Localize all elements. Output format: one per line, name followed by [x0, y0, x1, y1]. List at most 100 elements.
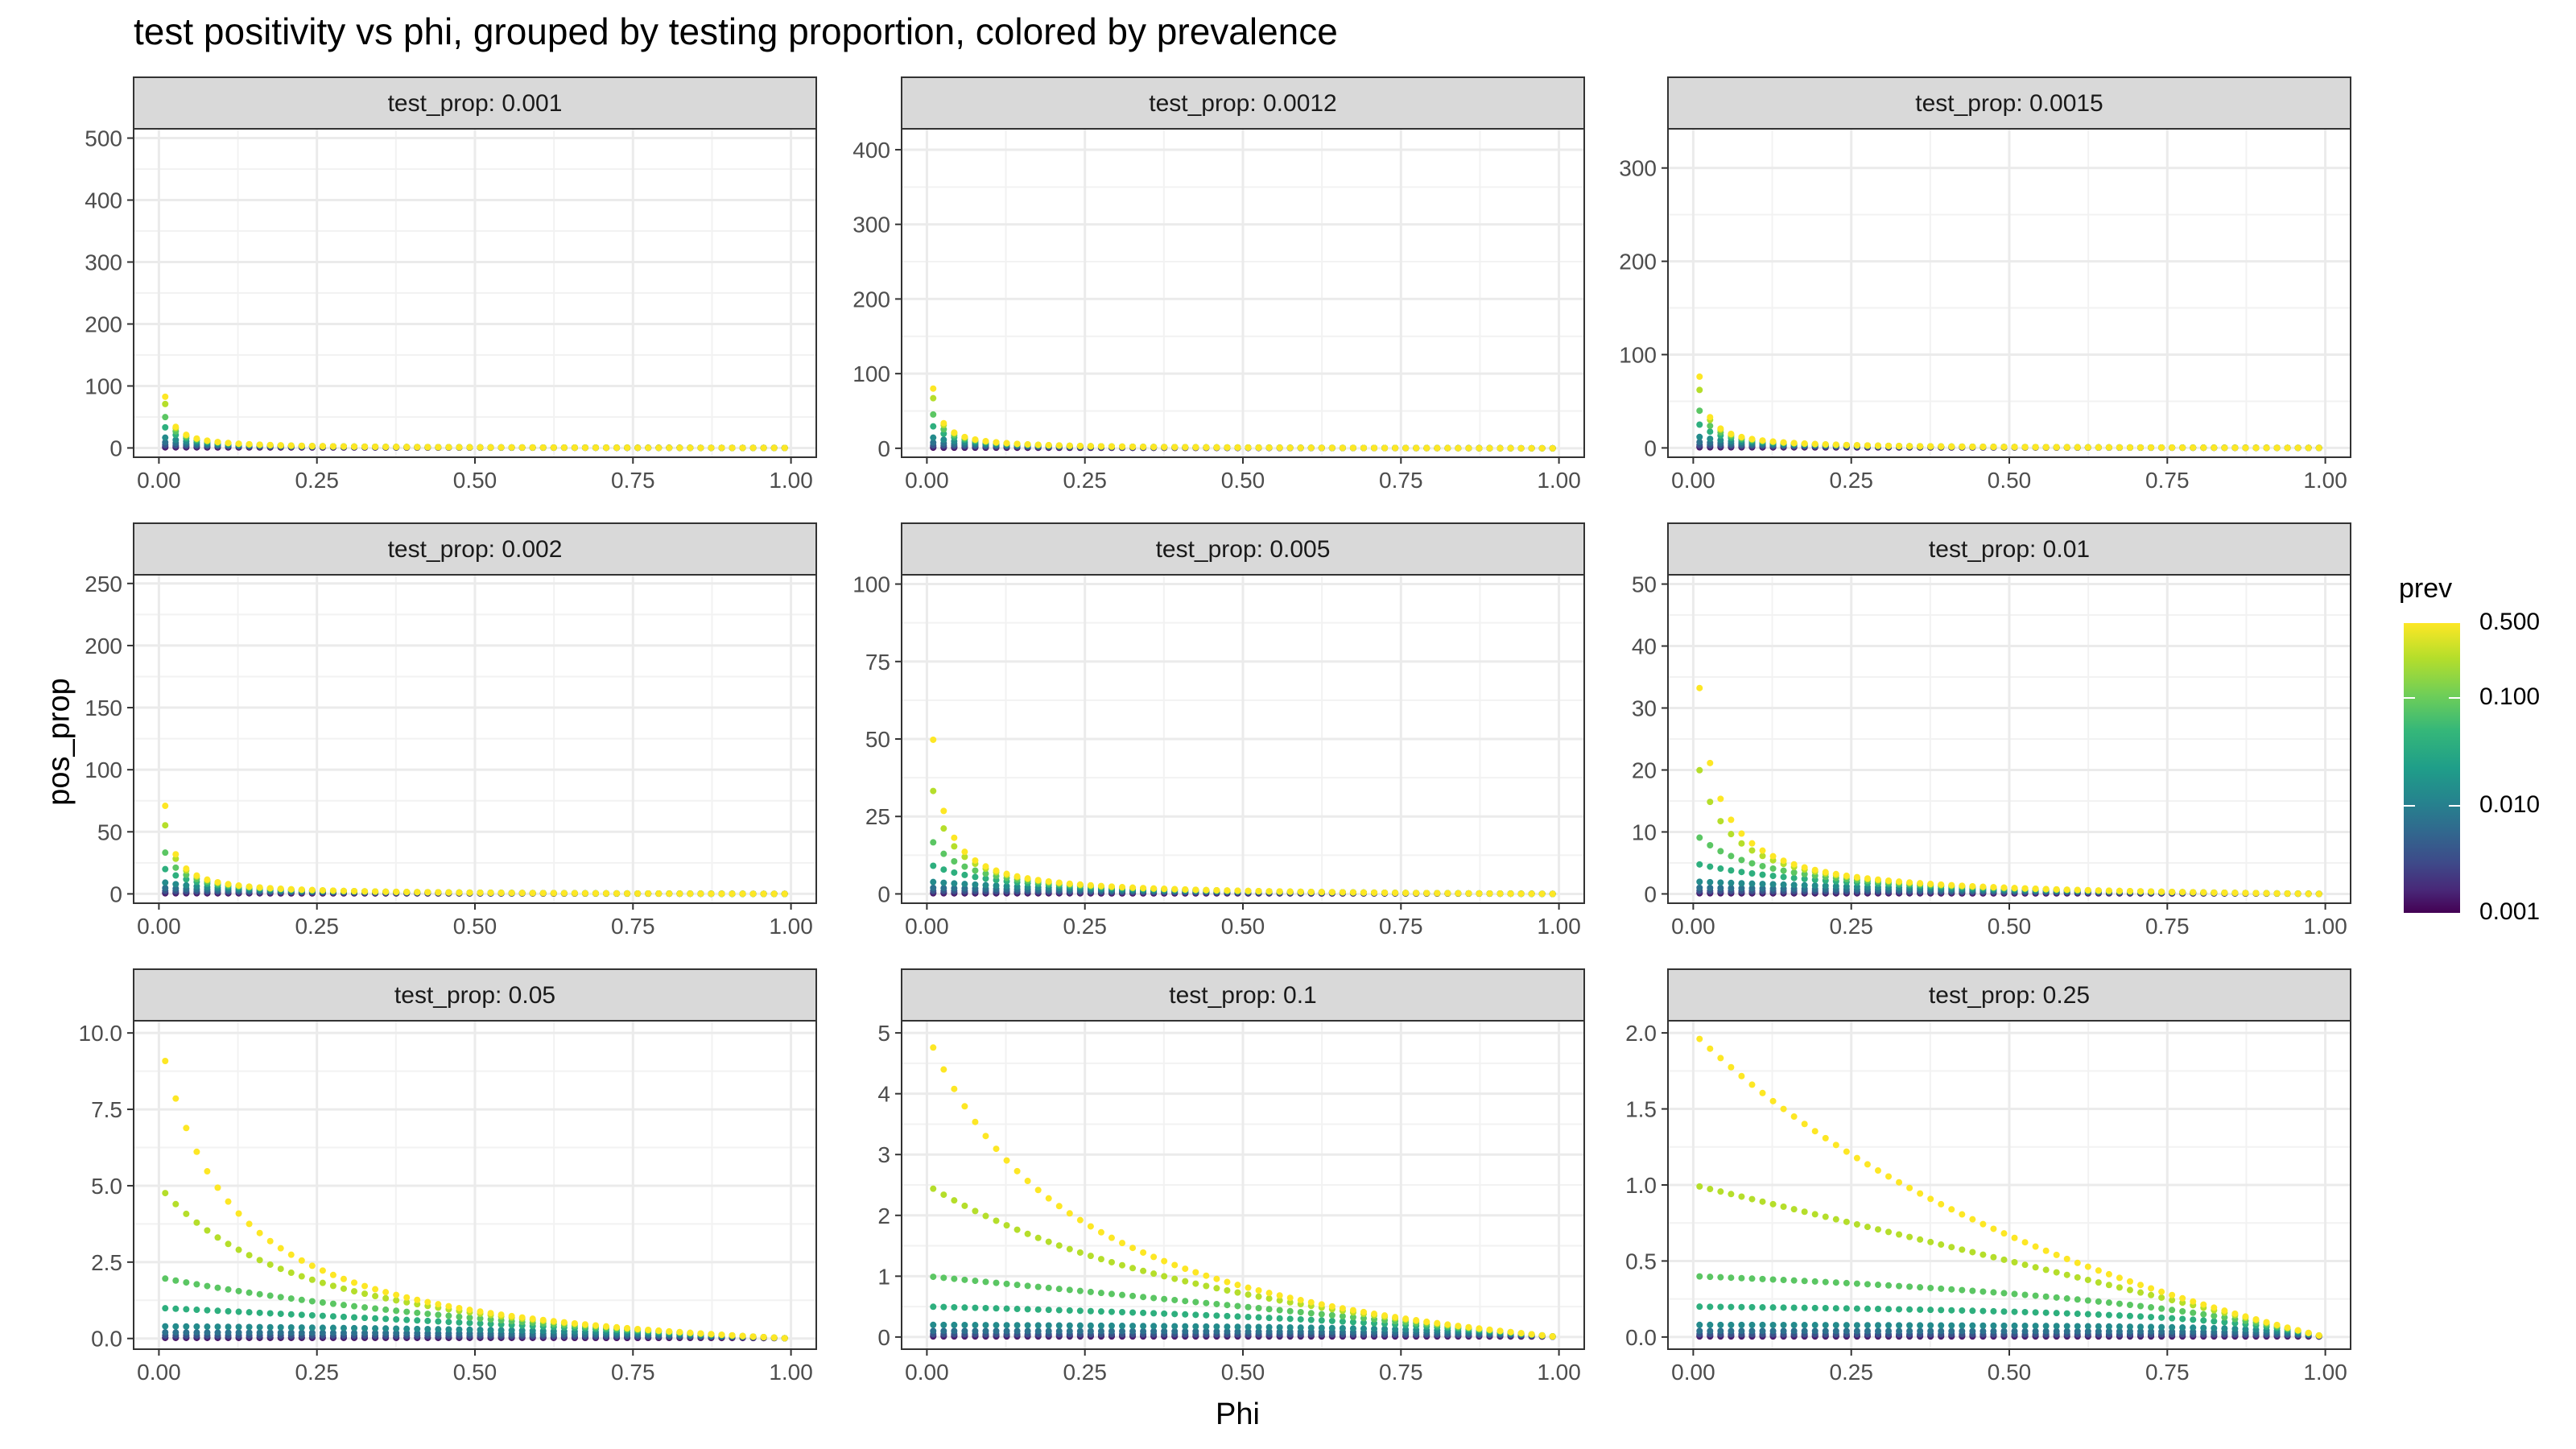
data-point [193, 1323, 200, 1330]
data-point [1003, 1280, 1010, 1287]
data-point [2252, 444, 2260, 452]
data-point [1927, 1327, 1934, 1335]
data-point [214, 878, 221, 886]
data-point [1444, 444, 1451, 452]
data-point [951, 1085, 958, 1092]
data-point [1003, 1327, 1010, 1335]
data-point [1748, 880, 1756, 887]
data-point [351, 1279, 358, 1286]
data-point [1307, 444, 1315, 452]
data-point [1707, 759, 1714, 766]
data-point [1371, 889, 1378, 896]
data-point [256, 1323, 263, 1331]
data-point [1265, 444, 1273, 452]
data-point [172, 851, 180, 858]
data-point [2084, 444, 2091, 451]
data-point [372, 1325, 379, 1332]
data-point [162, 1329, 169, 1336]
x-tick-label: 0.50 [453, 468, 497, 493]
data-point [1769, 865, 1777, 872]
data-point [1003, 1222, 1010, 1229]
data-point [1276, 1323, 1283, 1331]
data-point [940, 436, 947, 444]
data-point [1045, 442, 1052, 449]
data-point [1707, 841, 1714, 848]
data-point [1055, 1307, 1063, 1314]
data-point [770, 890, 778, 898]
data-point [319, 887, 326, 894]
data-point [940, 807, 947, 815]
data-point [1874, 876, 1881, 883]
data-point [266, 885, 274, 892]
data-point [930, 394, 937, 402]
data-point [1717, 425, 1724, 432]
data-point [1696, 834, 1703, 841]
panel-border [901, 128, 1585, 458]
data-point [940, 1191, 947, 1199]
data-point [539, 890, 547, 897]
data-point [256, 441, 263, 448]
data-point [961, 871, 968, 878]
data-point [1402, 890, 1410, 897]
data-point [697, 1330, 704, 1337]
data-point [1811, 882, 1818, 890]
data-point [1140, 1323, 1147, 1330]
data-point [1496, 1327, 1504, 1335]
data-point [951, 1327, 958, 1335]
data-point [403, 889, 411, 896]
data-point [172, 864, 180, 871]
data-point [1255, 444, 1262, 452]
data-point [972, 867, 979, 874]
y-tick-label: 100 [85, 374, 122, 398]
data-point [2242, 444, 2249, 452]
data-point [571, 444, 578, 452]
data-point [225, 1323, 232, 1331]
data-point [1917, 880, 1924, 887]
data-point [1234, 1289, 1241, 1296]
y-tick-label: 200 [852, 287, 890, 312]
data-point [1119, 1309, 1126, 1316]
data-point [1034, 1306, 1042, 1313]
data-point [1339, 444, 1346, 452]
y-tick-label: 100 [852, 361, 890, 386]
data-point [1780, 881, 1787, 888]
data-point [1738, 880, 1745, 887]
data-point [1161, 886, 1168, 893]
y-tick-label: 0 [109, 881, 122, 906]
data-point [676, 1328, 683, 1335]
data-point [319, 1312, 326, 1319]
data-point [1496, 444, 1504, 452]
data-point [1371, 444, 1378, 452]
data-point [940, 850, 947, 857]
data-point [1140, 885, 1147, 892]
data-point [2263, 444, 2270, 452]
data-point [1738, 857, 1745, 864]
data-point [1097, 443, 1104, 450]
data-point [1245, 1284, 1252, 1291]
data-point [930, 839, 937, 846]
data-point [940, 1327, 947, 1335]
data-point [456, 889, 463, 896]
data-point [1286, 444, 1294, 452]
data-point [1150, 1253, 1158, 1261]
data-point [1349, 1325, 1356, 1332]
y-tick-label: 150 [85, 696, 122, 720]
data-point [560, 890, 568, 897]
data-point [298, 886, 305, 894]
data-point [1801, 1327, 1808, 1335]
data-point [687, 444, 694, 452]
data-point [1307, 1298, 1315, 1306]
data-point [435, 1326, 442, 1333]
data-point [1748, 436, 1756, 443]
data-point [951, 858, 958, 865]
data-point [1455, 444, 1462, 452]
data-point [1034, 1322, 1042, 1329]
data-point [466, 889, 473, 896]
data-point [1748, 860, 1756, 867]
data-point [581, 1321, 588, 1328]
data-point [951, 869, 958, 876]
data-point [1150, 1323, 1158, 1330]
data-point [1728, 431, 1735, 438]
data-point [1076, 1249, 1084, 1256]
data-point [1213, 1312, 1220, 1319]
